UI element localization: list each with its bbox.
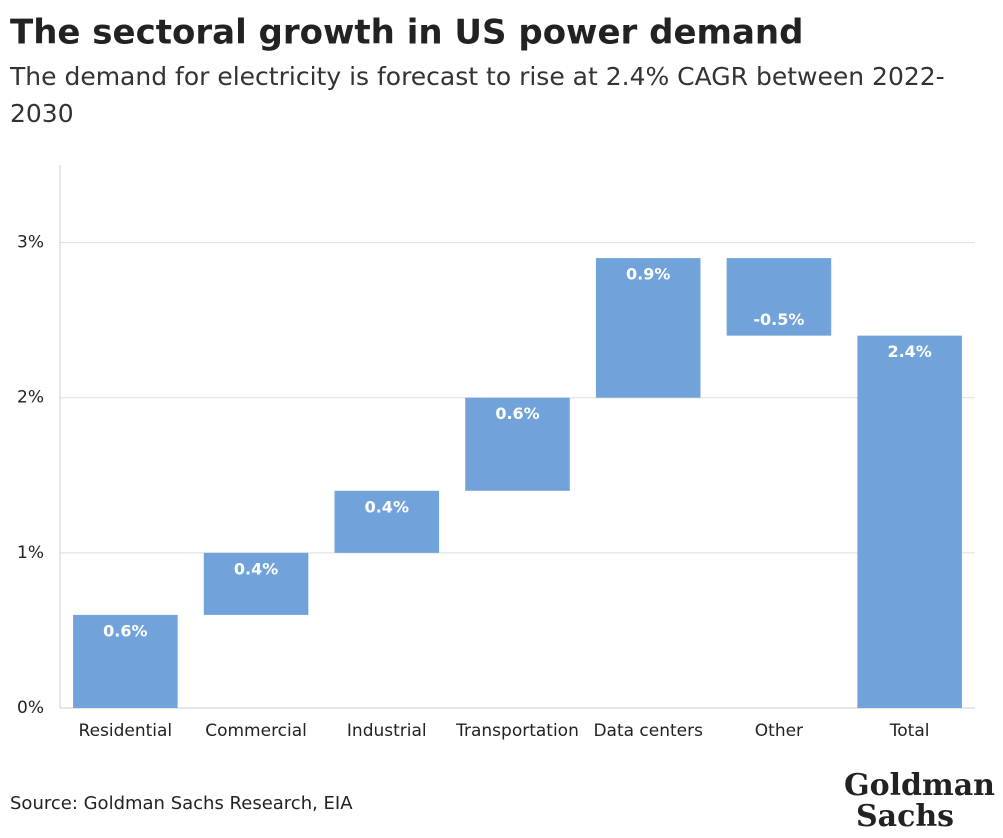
value-label: 0.4% bbox=[234, 559, 278, 578]
source: Source: Goldman Sachs Research, EIA bbox=[10, 793, 353, 814]
y-tick-label: 2% bbox=[17, 388, 44, 408]
x-tick-label: Total bbox=[889, 721, 930, 741]
y-tick-label: 0% bbox=[17, 698, 44, 718]
chart-subtitle: The demand for electricity is forecast t… bbox=[10, 62, 945, 128]
value-label: 0.6% bbox=[495, 404, 539, 423]
x-tick-label: Industrial bbox=[347, 721, 427, 741]
y-tick-label: 3% bbox=[17, 233, 44, 253]
chart-title: The sectoral growth in US power demand bbox=[10, 13, 803, 53]
x-tick-label: Other bbox=[755, 721, 803, 741]
bar bbox=[334, 490, 440, 553]
value-label: -0.5% bbox=[753, 310, 804, 329]
bar bbox=[726, 258, 832, 336]
value-label: 0.6% bbox=[103, 621, 147, 640]
logo-line: Sachs bbox=[856, 799, 954, 834]
x-tick-label: Residential bbox=[79, 721, 173, 741]
bar bbox=[465, 397, 570, 491]
logo-line: Goldman bbox=[844, 768, 995, 803]
x-tick-label: Data centers bbox=[593, 721, 703, 741]
value-label: 0.9% bbox=[626, 265, 670, 284]
bar bbox=[857, 335, 962, 708]
bar bbox=[203, 552, 309, 615]
x-tick-label: Transportation bbox=[455, 721, 579, 741]
bar bbox=[73, 614, 178, 708]
bar bbox=[595, 258, 701, 398]
subtitle-box: The demand for electricity is forecast t… bbox=[10, 62, 945, 128]
value-label: 0.4% bbox=[365, 497, 409, 516]
x-tick-label: Commercial bbox=[205, 721, 307, 741]
value-label: 2.4% bbox=[887, 342, 931, 361]
y-tick-label: 1% bbox=[17, 543, 44, 563]
